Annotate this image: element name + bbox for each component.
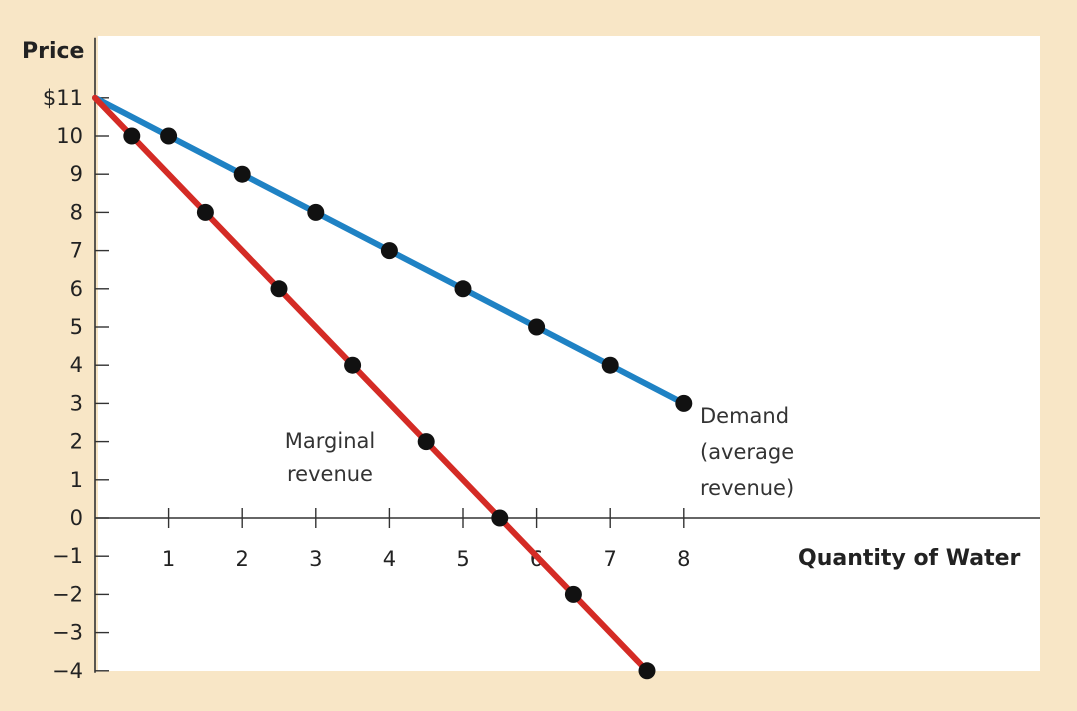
y-tick-label: −1: [52, 544, 83, 568]
marginal-revenue-point: [344, 356, 362, 374]
x-tick-label: 3: [309, 547, 322, 571]
marginal-revenue-label-line: revenue: [287, 462, 373, 486]
y-tick-label: −3: [52, 621, 83, 645]
demand-point: [528, 318, 546, 336]
marginal-revenue-point: [638, 662, 656, 680]
demand-label-line: (average: [700, 440, 794, 464]
y-tick-label: $11: [43, 86, 83, 110]
series-layer: [92, 94, 693, 680]
marginal-revenue-point: [270, 280, 288, 298]
marginal-revenue-point: [491, 509, 509, 527]
marginal-revenue-point: [123, 127, 141, 145]
x-tick-label: 2: [236, 547, 249, 571]
y-tick-label: 7: [70, 239, 83, 263]
y-tick-label: 6: [70, 277, 83, 301]
x-tick-label: 5: [456, 547, 469, 571]
x-tick-label: 8: [677, 547, 690, 571]
marginal-revenue-point: [564, 585, 582, 603]
demand-point: [233, 165, 251, 183]
marginal-revenue-point: [417, 433, 435, 451]
demand-label: Demand (average revenue): [700, 404, 794, 500]
y-tick-label: 10: [56, 124, 83, 148]
y-tick-label: 2: [70, 430, 83, 454]
y-tick-label: −4: [52, 659, 83, 683]
demand-point: [380, 242, 398, 260]
y-tick-label: 3: [70, 391, 83, 415]
x-tick-label: 4: [383, 547, 396, 571]
marginal-revenue-line: [92, 94, 650, 674]
x-axis-title: Quantity of Water: [798, 546, 1021, 571]
marginal-revenue-label-line: Marginal: [285, 429, 375, 453]
axes: Price Quantity of Water $11109876543210−…: [22, 37, 1040, 683]
demand-point: [675, 394, 693, 412]
y-tick-label: 8: [70, 200, 83, 224]
series-labels: Demand (average revenue) Marginal revenue: [285, 404, 794, 500]
x-tick-label: 1: [162, 547, 175, 571]
demand-label-line: Demand: [700, 404, 789, 428]
demand-point: [307, 203, 325, 221]
y-tick-label: 5: [70, 315, 83, 339]
x-tick-label: 7: [604, 547, 617, 571]
y-tick-label: 9: [70, 162, 83, 186]
y-tick-label: −2: [52, 582, 83, 606]
demand-point: [160, 127, 178, 145]
demand-point: [601, 356, 619, 374]
marginal-revenue-label: Marginal revenue: [285, 429, 375, 486]
y-axis-title: Price: [22, 39, 84, 64]
y-tick-label: 0: [70, 506, 83, 530]
plot-background: [98, 36, 1040, 671]
y-tick-label: 1: [70, 468, 83, 492]
y-tick-label: 4: [70, 353, 83, 377]
marginal-revenue-point: [196, 203, 214, 221]
demand-point: [454, 280, 472, 298]
demand-label-line: revenue): [700, 476, 794, 500]
